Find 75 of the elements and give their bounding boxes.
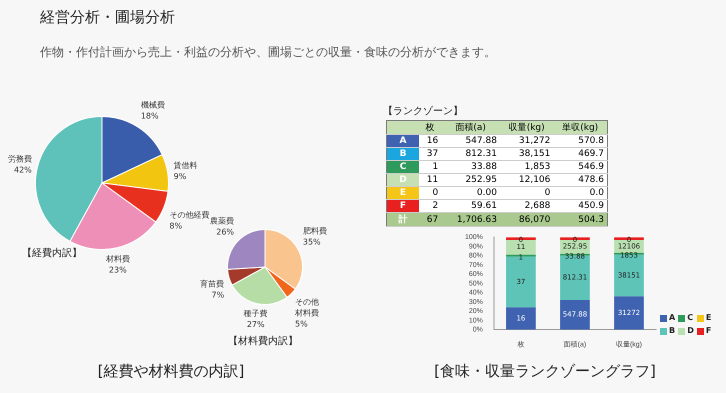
slice-label: その他経費 [169,210,210,220]
data-label: 27% [246,320,266,330]
slice-label: 機械費 [140,100,165,110]
text: 0.00 [476,188,497,198]
text: 33.88 [471,162,497,172]
bar [560,300,590,330]
data-label: 42% [14,166,32,175]
text: 0.0 [590,188,604,198]
text: 504.3 [578,214,604,224]
slice-label: 肥料費 [302,226,327,236]
text: 59.61 [471,201,497,211]
category-label: B [400,149,406,159]
data-label: 8% [169,221,182,230]
category-label: 計 [398,215,408,225]
text: 【材料費内訳】 [228,334,298,348]
category-label: 収量(kg) [500,120,554,134]
text: 【経費内訳】 [22,246,82,260]
category-label: D [399,175,407,185]
text: 作物・作付計画から売上・利益の分析や、圃場ごとの収量・食味の分析ができます。 [40,44,496,61]
text: 1 [432,162,438,172]
category-label: E [400,188,406,198]
legend-label: F [704,325,712,337]
legend-label: D [686,325,694,337]
data-label: 9% [174,172,187,182]
text: [食味・収量ランクゾーングラフ] [434,362,656,381]
text: 0 [544,188,550,198]
legend-label: B [668,325,676,337]
slice-label: 育苗費 [200,279,224,288]
data-label: 5% [295,320,308,329]
bar [506,307,536,330]
category-label: 単収(kg) [553,120,608,134]
text: 478.6 [578,175,604,185]
slice-label: その他材料費 [294,298,320,318]
text: 547.88 [465,136,497,146]
slice-label: 材料費 [104,254,130,264]
bar [614,296,644,330]
text: 37 [426,149,438,159]
category-label: F [400,201,406,211]
slice-label: 賃借料 [174,161,198,170]
text: 【ランクゾーン】 [383,104,463,118]
text: 1,853 [524,162,550,172]
text: 2 [432,201,438,211]
text: 67 [426,214,438,224]
text: 546.9 [578,162,604,172]
text: 469.7 [578,149,604,159]
data-label: 7% [211,290,225,300]
text: 11 [426,175,438,185]
slice-label: 農薬費 [210,216,234,226]
text: 31,272 [518,136,550,146]
category-label: C [400,162,406,172]
category-label: 面積(a) [441,120,500,134]
text: [経費や材料費の内訳] [98,362,244,381]
legend-label: C [686,312,694,324]
text: 570.8 [578,136,604,146]
text: 38,151 [518,149,550,159]
text: 1,706.63 [456,214,497,224]
category-label: 枚 [419,120,442,134]
slice-label: 労務費 [8,154,32,164]
text: 16 [426,136,438,146]
text: 450.9 [578,201,604,211]
data-label: 26% [216,227,234,236]
category-label: A [400,136,406,146]
text: 0 [432,188,438,198]
text: 12,106 [518,175,550,185]
data-label: 23% [108,265,128,274]
text: 86,070 [518,214,550,224]
data-label: 18% [140,111,160,120]
text: 812.31 [465,149,497,159]
legend-label: A [668,312,676,324]
text: 252.95 [465,175,497,185]
data-label: 35% [302,237,322,246]
text: 経営分析・圃場分析 [40,8,175,27]
slice-label: 種子費 [244,309,268,318]
text: 2,688 [524,201,550,211]
legend-label: E [704,312,712,324]
